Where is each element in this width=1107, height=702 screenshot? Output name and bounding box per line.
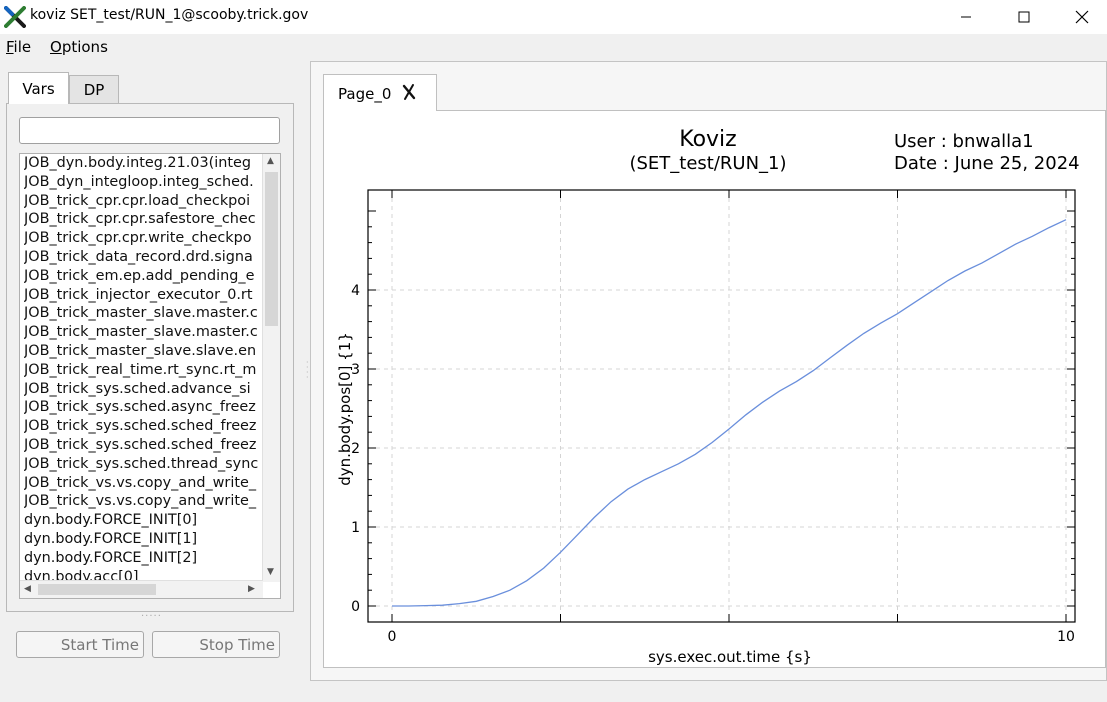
scroll-left-arrow-icon[interactable]: ◀	[24, 584, 31, 594]
series-line[interactable]	[392, 219, 1067, 607]
x-tick-label: 10	[1057, 629, 1075, 645]
x-logo-icon	[4, 6, 26, 28]
vars-vertical-scrollbar[interactable]: ▲ ▼	[262, 154, 280, 582]
tab-vars[interactable]: Vars	[8, 72, 69, 104]
tab-vars-label: Vars	[22, 79, 55, 98]
var-list-item[interactable]: JOB_dyn_integloop.integ_sched.	[24, 173, 254, 190]
vars-search-input[interactable]	[19, 117, 280, 144]
var-list-item[interactable]: JOB_trick_sys.sched.async_freez	[24, 399, 256, 416]
tab-page-0[interactable]: Page_0	[323, 74, 437, 111]
tab-dp[interactable]: DP	[69, 75, 119, 104]
plot-title: Koviz	[679, 127, 737, 152]
close-button[interactable]	[1053, 0, 1107, 34]
tab-close-icon[interactable]	[401, 83, 417, 101]
tab-dp-label: DP	[83, 81, 105, 99]
plot-user: User : bnwalla1	[894, 131, 1034, 152]
stop-time-input[interactable]	[152, 631, 280, 658]
var-list-item[interactable]: dyn.body.FORCE_INIT[1]	[24, 530, 198, 547]
vars-horizontal-scroll-thumb[interactable]	[38, 584, 156, 595]
var-list-item[interactable]: JOB_trick_cpr.cpr.write_checkpo	[24, 230, 252, 247]
x-tick-label: 0	[388, 629, 397, 645]
menu-file-rest: ile	[13, 38, 32, 56]
vertical-splitter-handle[interactable]: · · · ·	[306, 358, 309, 382]
y-tick-label: 3	[351, 362, 360, 378]
menu-options[interactable]: Options	[50, 38, 108, 56]
vars-horizontal-scrollbar[interactable]: ◀ ▶	[20, 580, 263, 598]
plot-frame	[367, 189, 1076, 623]
var-list-item[interactable]: JOB_trick_sys.sched.sched_freez	[24, 418, 257, 435]
scroll-right-arrow-icon[interactable]: ▶	[248, 584, 255, 594]
var-list-item[interactable]: JOB_trick_real_time.rt_sync.rt_m	[24, 361, 257, 378]
var-list-item[interactable]: JOB_trick_em.ep.add_pending_e	[24, 267, 255, 284]
y-tick-label: 0	[351, 599, 360, 615]
menu-file[interactable]: File	[6, 38, 31, 56]
maximize-button[interactable]	[995, 0, 1053, 34]
vars-vertical-scroll-thumb[interactable]	[265, 172, 278, 326]
plot-subtitle: (SET_test/RUN_1)	[629, 153, 787, 174]
x-axis-label: sys.exec.out.time {s}	[648, 648, 812, 666]
var-list-item[interactable]: JOB_trick_data_record.drd.signa	[24, 248, 253, 265]
y-tick-label: 2	[351, 441, 360, 457]
tab-page-0-label: Page_0	[338, 85, 392, 103]
vars-list-items: JOB_dyn.body.integ.21.03(integ JOB_dyn_in…	[24, 154, 262, 582]
var-list-item[interactable]: JOB_trick_master_slave.master.c	[24, 305, 258, 322]
maximize-icon	[1018, 11, 1030, 23]
start-time-input[interactable]	[16, 631, 144, 658]
menu-file-mnemonic: F	[6, 38, 14, 56]
var-list-item[interactable]: JOB_trick_master_slave.master.c	[24, 324, 258, 341]
var-list-item[interactable]: JOB_trick_master_slave.slave.en	[24, 342, 257, 359]
vars-list[interactable]: JOB_dyn.body.integ.21.03(integ JOB_dyn_in…	[19, 153, 281, 599]
horizontal-splitter-handle[interactable]: ·····	[141, 611, 162, 622]
var-list-item[interactable]: JOB_trick_sys.sched.thread_sync	[24, 455, 259, 472]
title-bar: koviz SET_test/RUN_1@scooby.trick.gov	[0, 0, 1107, 34]
close-icon	[1075, 10, 1089, 24]
y-tick-label: 1	[351, 520, 360, 536]
y-tick-label: 4	[351, 283, 360, 299]
var-list-item[interactable]: JOB_trick_vs.vs.copy_and_write_	[24, 493, 257, 510]
scroll-down-arrow-icon[interactable]: ▼	[267, 567, 274, 577]
var-list-item[interactable]: JOB_trick_sys.sched.sched_freez	[24, 436, 257, 453]
var-list-item[interactable]: JOB_trick_cpr.cpr.safestore_chec	[24, 211, 256, 228]
y-axis-label: dyn.body.pos[0] {1}	[336, 332, 354, 486]
menu-bar: File Options	[0, 34, 1107, 60]
menu-options-mnemonic: O	[50, 38, 62, 56]
window-title: koviz SET_test/RUN_1@scooby.trick.gov	[30, 7, 309, 23]
var-list-item[interactable]: dyn.body.acc[0]	[24, 568, 139, 582]
var-list-item[interactable]: dyn.body.FORCE_INIT[0]	[24, 512, 198, 529]
var-list-item[interactable]: JOB_trick_cpr.cpr.load_checkpoi	[24, 192, 251, 209]
minimize-icon	[961, 16, 971, 18]
plot-date: Date : June 25, 2024	[894, 153, 1080, 174]
scroll-up-arrow-icon[interactable]: ▲	[267, 156, 274, 166]
plot-chart[interactable]: 0 1 2 3 4 0 10	[323, 180, 1103, 650]
var-list-item[interactable]: JOB_dyn.body.integ.21.03(integ	[24, 155, 251, 171]
menu-options-rest: ptions	[61, 38, 108, 56]
var-list-item[interactable]: dyn.body.FORCE_INIT[2]	[24, 549, 198, 566]
var-list-item[interactable]: JOB_trick_sys.sched.advance_si	[24, 380, 251, 397]
minimize-button[interactable]	[937, 0, 995, 34]
page-area	[323, 110, 1106, 668]
var-list-item[interactable]: JOB_trick_vs.vs.copy_and_write_	[24, 474, 257, 491]
var-list-item[interactable]: JOB_trick_injector_executor_0.rt	[24, 286, 253, 303]
